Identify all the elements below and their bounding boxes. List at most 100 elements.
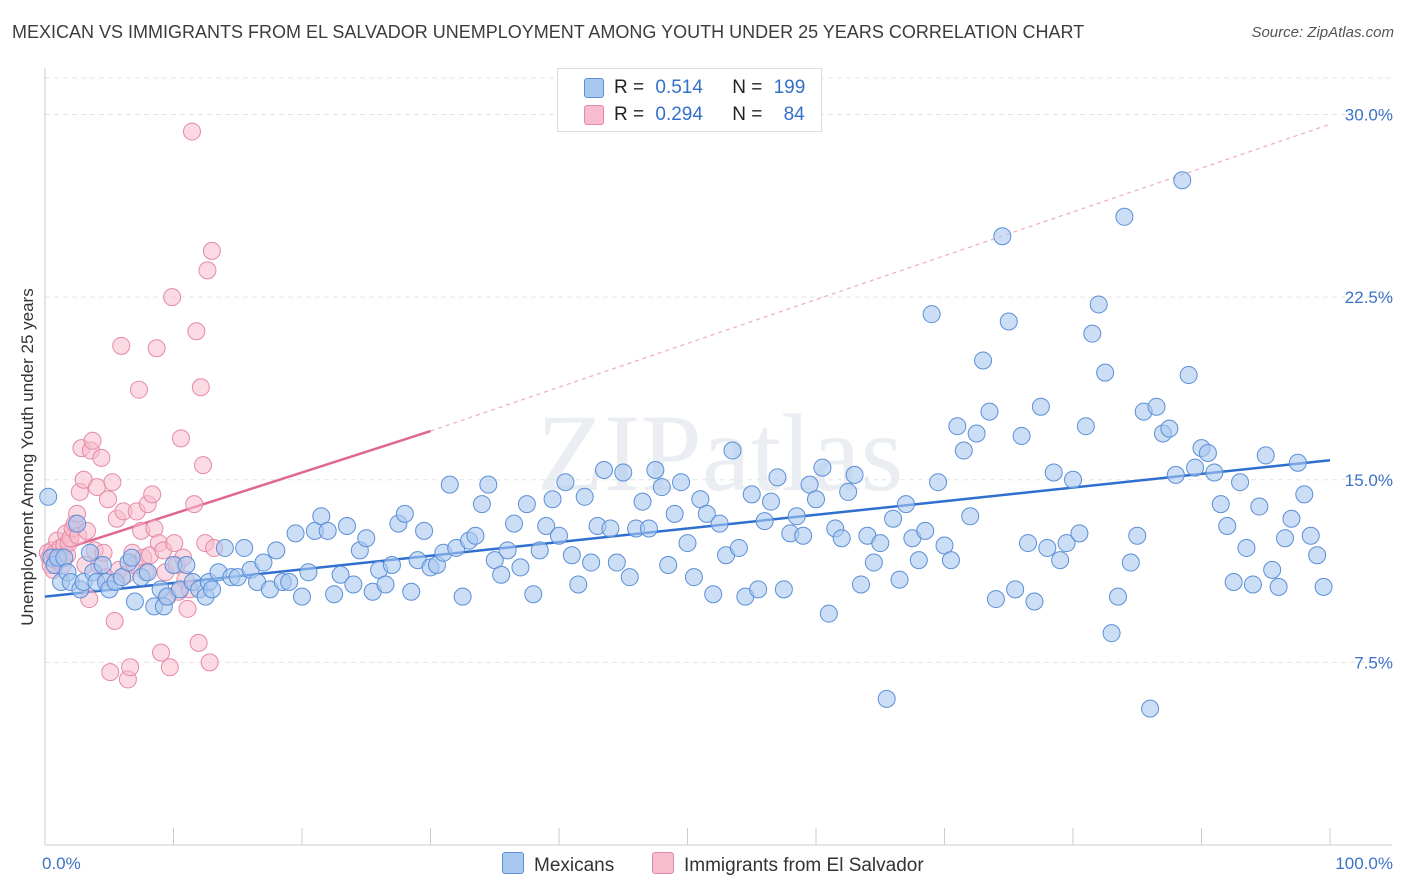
mexicans-point-54 [325,585,344,604]
mexicans-point-77 [472,495,491,514]
mexicans-point-175 [1102,624,1121,643]
mexicans-point-185 [1166,465,1185,484]
mexicans-point-21 [125,592,144,611]
mexicans-point-204 [1288,453,1307,472]
salvador-trend-line [44,429,431,557]
salvador-point-64 [163,288,182,307]
mexicans-point-206 [1301,526,1320,545]
mexicans-point-138 [864,553,883,572]
mexicans-point-145 [909,551,928,570]
mexicans-point-130 [813,458,832,477]
mexicans-point-201 [1269,577,1288,596]
mexicans-point-110 [684,568,703,587]
mexicans-point-143 [896,495,915,514]
salvador-trend-extension [430,123,1331,432]
mexicans-point-85 [524,585,543,604]
mexicans-point-207 [1308,546,1327,565]
mexicans-point-90 [556,473,575,492]
mexicans-point-82 [505,514,524,533]
mexicans-point-199 [1256,446,1275,465]
salvador-point-76 [189,633,208,652]
mexicans-point-153 [961,507,980,526]
mexicans-point-176 [1108,587,1127,606]
salvador-point-63 [160,658,179,677]
mexicans-point-157 [986,590,1005,609]
y-tick-label-2: 22.5% [1345,288,1393,307]
mexicans-point-174 [1096,363,1115,382]
mexicans-point-192 [1211,495,1230,514]
chart-title: MEXICAN VS IMMIGRANTS FROM EL SALVADOR U… [12,22,1085,42]
mexicans-point-186 [1173,171,1192,190]
mexicans-point-99 [614,463,633,482]
mexicans-point-87 [537,517,556,536]
mexicans-point-129 [807,490,825,509]
salvador-point-41 [112,336,131,355]
salvador-point-65 [165,534,184,553]
mexicans-point-114 [710,514,729,533]
salvador-point-28 [83,431,102,450]
mexicans-point-184 [1160,419,1179,438]
salvador-point-75 [187,322,206,341]
mexicans-point-66 [402,582,421,601]
mexicans-point-194 [1224,573,1243,592]
mexicans-point-88 [543,490,562,509]
salvador-point-81 [200,653,219,672]
mexicans-point-196 [1237,538,1256,557]
mexicans-n-value: 199 [773,77,806,98]
mexicans-point-208 [1314,577,1333,596]
trend-lines [44,123,1331,598]
mexicans-point-163 [1025,592,1044,611]
mexicans-legend-label: Mexicans [534,855,615,876]
salvador-r-value: 0.294 [655,104,703,125]
mexicans-point-116 [723,441,742,460]
mexicans-point-35 [203,580,222,599]
salvador-point-36 [101,663,120,682]
salvador-point-37 [103,473,122,492]
salvador-legend-swatch [652,852,674,874]
salvador-swatch [584,105,604,125]
mexicans-point-78 [479,475,498,494]
mexicans-point-202 [1276,529,1295,548]
mexicans-point-190 [1198,443,1217,462]
salvador-point-78 [194,456,213,475]
mexicans-point-127 [794,526,813,545]
mexicans-point-169 [1064,470,1082,489]
mexicans-point-122 [762,492,781,511]
mexicans-point-109 [678,534,697,553]
mexicans-point-160 [1006,580,1025,599]
mexicans-point-151 [948,417,967,436]
mexicans-point-181 [1141,699,1160,718]
mexicans-n-label: N = [732,77,763,98]
mexicans-point-100 [620,568,639,587]
mexicans-swatch [584,78,604,98]
salvador-point-55 [143,485,162,504]
salvador-point-74 [185,495,204,514]
mexicans-point-155 [974,351,993,370]
mexicans-point-123 [768,468,787,487]
mexicans-point-120 [749,580,768,599]
bottom-legend-salvador: Immigrants from El Salvador [652,852,924,877]
mexicans-point-200 [1263,560,1282,579]
mexicans-point-96 [594,461,613,480]
mexicans-point-84 [517,495,536,514]
mexicans-point-91 [562,546,581,565]
mexicans-point-94 [582,553,601,572]
salvador-point-71 [178,599,197,618]
tick-labels: 7.5% 15.0% 22.5% 30.0% 0.0% 100.0% [42,106,1393,873]
mexicans-point-47 [280,573,299,592]
mexicans-point-49 [293,587,311,606]
mexicans-point-102 [633,492,652,511]
mexicans-point-187 [1179,366,1198,385]
mexicans-point-167 [1051,551,1070,570]
correlation-legend: R = 0.514 N = 199 R = 0.294 N = 84 [557,68,822,132]
mexicans-point-89 [550,526,568,545]
mexicans-point-161 [1012,426,1031,445]
mexicans-point-197 [1243,575,1262,594]
mexicans-point-133 [832,529,851,548]
mexicans-point-68 [415,521,434,540]
salvador-point-82 [202,241,221,260]
mexicans-point-103 [639,519,658,538]
y-tick-label-0: 7.5% [1354,653,1393,672]
salvador-point-35 [98,490,117,509]
mexicans-point-191 [1205,463,1224,482]
